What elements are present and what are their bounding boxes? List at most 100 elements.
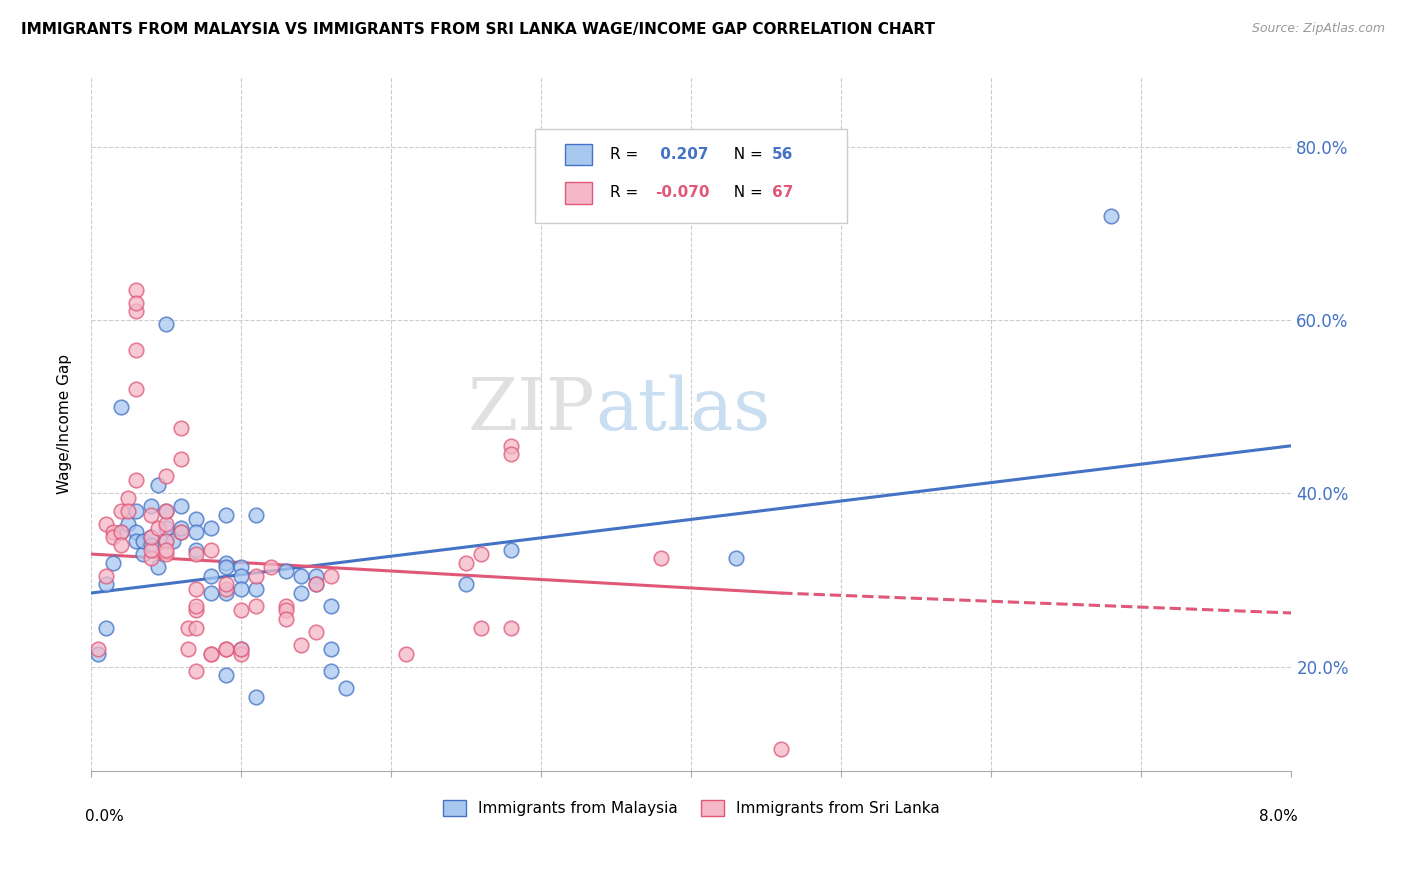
Point xyxy=(170,421,193,435)
Point xyxy=(184,542,207,557)
Point xyxy=(245,582,267,596)
Point xyxy=(725,551,748,566)
Point xyxy=(184,664,207,678)
Point xyxy=(290,638,312,652)
Point xyxy=(215,668,238,682)
Text: Source: ZipAtlas.com: Source: ZipAtlas.com xyxy=(1251,22,1385,36)
Point xyxy=(155,469,177,483)
Point xyxy=(229,603,252,617)
Text: 0.207: 0.207 xyxy=(655,147,709,162)
Point xyxy=(501,621,523,635)
Point xyxy=(139,508,162,522)
Point xyxy=(103,530,125,544)
Point xyxy=(215,560,238,574)
Point xyxy=(456,577,478,591)
Point xyxy=(139,551,162,566)
Point xyxy=(155,534,177,549)
Text: -0.070: -0.070 xyxy=(655,186,710,201)
FancyBboxPatch shape xyxy=(565,145,592,166)
Point xyxy=(155,547,177,561)
Text: N =: N = xyxy=(724,147,768,162)
Point xyxy=(305,625,328,640)
Point xyxy=(184,603,207,617)
Point xyxy=(139,542,162,557)
Text: 0.0%: 0.0% xyxy=(84,809,124,824)
Point xyxy=(245,599,267,613)
Text: IMMIGRANTS FROM MALAYSIA VS IMMIGRANTS FROM SRI LANKA WAGE/INCOME GAP CORRELATIO: IMMIGRANTS FROM MALAYSIA VS IMMIGRANTS F… xyxy=(21,22,935,37)
Point xyxy=(229,647,252,661)
Point xyxy=(274,565,297,579)
Point xyxy=(215,642,238,657)
Point xyxy=(148,560,170,574)
Point xyxy=(305,577,328,591)
Point xyxy=(155,521,177,535)
Point xyxy=(177,642,200,657)
Point xyxy=(139,530,162,544)
Point xyxy=(229,642,252,657)
Point xyxy=(170,525,193,540)
Text: 56: 56 xyxy=(772,147,793,162)
Point xyxy=(229,642,252,657)
Point xyxy=(125,504,148,518)
Point xyxy=(155,534,177,549)
Point xyxy=(125,474,148,488)
Text: R =: R = xyxy=(610,147,643,162)
Point xyxy=(305,577,328,591)
Point xyxy=(200,647,222,661)
Point xyxy=(170,500,193,514)
Point xyxy=(125,525,148,540)
Point xyxy=(132,534,155,549)
Point xyxy=(139,538,162,552)
Point xyxy=(155,542,177,557)
Point xyxy=(125,343,148,358)
Point xyxy=(170,521,193,535)
Y-axis label: Wage/Income Gap: Wage/Income Gap xyxy=(58,354,72,494)
Point xyxy=(215,642,238,657)
Point xyxy=(110,538,132,552)
Point xyxy=(103,556,125,570)
Point xyxy=(117,504,139,518)
Point xyxy=(94,621,117,635)
Text: 8.0%: 8.0% xyxy=(1258,809,1298,824)
Point xyxy=(94,577,117,591)
Point xyxy=(200,586,222,600)
Point xyxy=(215,556,238,570)
Point xyxy=(501,542,523,557)
Point xyxy=(274,599,297,613)
Text: R =: R = xyxy=(610,186,643,201)
Point xyxy=(87,647,110,661)
Point xyxy=(184,599,207,613)
Point xyxy=(103,525,125,540)
Point xyxy=(215,586,238,600)
Point xyxy=(335,681,357,696)
Point xyxy=(470,547,492,561)
Point xyxy=(117,491,139,505)
Point xyxy=(305,568,328,582)
Point xyxy=(200,542,222,557)
Point xyxy=(155,516,177,531)
Point xyxy=(94,516,117,531)
Point xyxy=(184,547,207,561)
Point xyxy=(215,582,238,596)
Point xyxy=(215,577,238,591)
Point xyxy=(274,612,297,626)
FancyBboxPatch shape xyxy=(565,182,592,203)
Point xyxy=(170,451,193,466)
Text: N =: N = xyxy=(724,186,768,201)
Point xyxy=(162,534,184,549)
Point xyxy=(155,504,177,518)
Text: atlas: atlas xyxy=(595,375,770,445)
Point xyxy=(470,621,492,635)
Text: ZIP: ZIP xyxy=(468,375,595,445)
Point xyxy=(139,530,162,544)
Point xyxy=(139,500,162,514)
Point xyxy=(200,647,222,661)
Point xyxy=(110,504,132,518)
Point xyxy=(117,516,139,531)
Point xyxy=(125,304,148,318)
Text: 67: 67 xyxy=(772,186,793,201)
Point xyxy=(148,521,170,535)
Point xyxy=(87,642,110,657)
Point xyxy=(290,568,312,582)
Point xyxy=(184,621,207,635)
